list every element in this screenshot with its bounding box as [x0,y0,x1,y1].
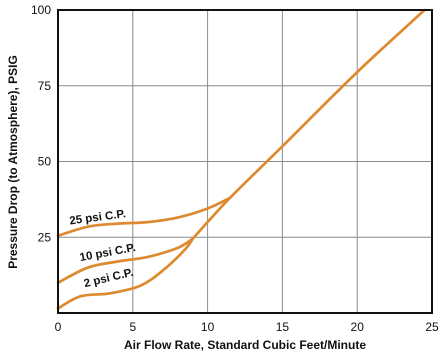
y-axis-label: Pressure Drop (to Atmosphere), PSIG [6,55,20,269]
x-axis-label: Air Flow Rate, Standard Cubic Feet/Minut… [124,338,366,352]
x-tick-label: 0 [55,320,62,334]
y-tick-label: 25 [38,230,52,244]
series-2-psi-label: 2 psi C.P. [83,267,135,290]
series-10-psi-line [56,237,194,285]
tick-labels: 0 5 10 15 20 25 25 50 75 100 [31,3,439,334]
series-2-psi-line [56,237,194,310]
x-tick-label: 25 [425,320,439,334]
series-combined-line [191,8,426,241]
x-tick-label: 15 [276,320,290,334]
x-tick-label: 20 [351,320,365,334]
x-tick-label: 10 [201,320,215,334]
x-tick-label: 5 [129,320,136,334]
y-tick-label: 100 [31,3,51,17]
series-25-psi-line [56,196,232,238]
y-tick-label: 50 [38,155,52,169]
plot-frame [57,9,433,314]
grid [58,10,432,313]
series-labels: 25 psi C.P.10 psi C.P.2 psi C.P. [69,208,137,290]
series-lines [56,8,426,310]
y-tick-label: 75 [38,79,52,93]
